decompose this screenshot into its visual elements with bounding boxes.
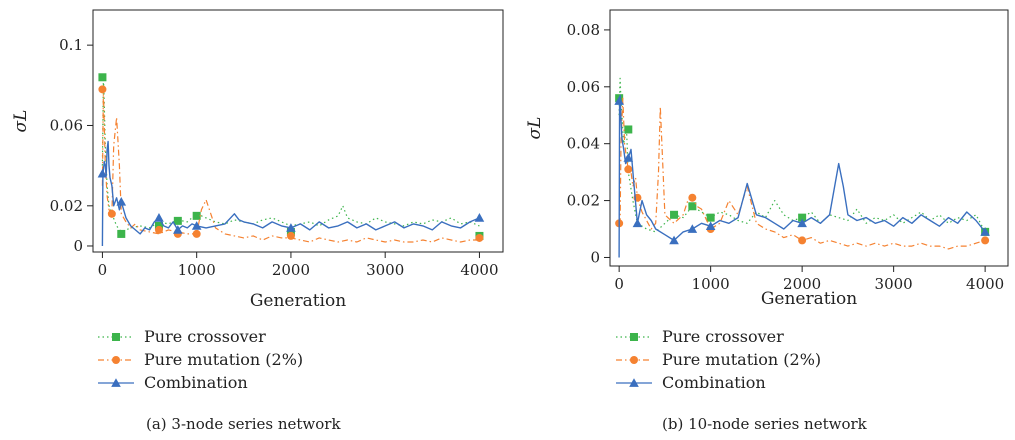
chart-a-legend-combination-label: Combination: [144, 373, 248, 392]
chart-a-series-combination-line: [101, 140, 480, 247]
chart-b-x-tick-label: 1000: [692, 275, 730, 293]
chart-a-x-axis-title: Generation: [250, 291, 346, 311]
chart-a-series-crossover-point: [154, 221, 163, 230]
chart-b-x-axis-title: Generation: [761, 289, 857, 309]
chart-b-10-node: 0 1000 2000 3000 4000 0 0.02 0.04 0.06 0.08 Gene…: [525, 9, 1009, 433]
chart-b-caption: (b) 10-node series network: [662, 415, 868, 433]
chart-a-series-combination-point: [286, 223, 296, 232]
chart-a-y-axis: 0 0.02 0.06 0.1: [50, 36, 93, 255]
chart-b-series-combination-point: [687, 224, 698, 233]
chart-b-legend-combination-marker: [629, 378, 639, 387]
chart-a-series-combination-point: [173, 225, 183, 234]
chart-a-series-mutation-point: [192, 229, 201, 238]
chart-b-y-axis-title: σL: [525, 117, 545, 140]
chart-a-series-crossover-point: [98, 73, 107, 82]
chart-a-series-mutation-point: [154, 225, 163, 234]
chart-b-y-tick-label: 0.06: [567, 78, 600, 96]
chart-a-series-combination-point: [97, 168, 108, 178]
chart-a-series-crossover-point: [117, 229, 126, 238]
chart-b-series-layer: [614, 77, 990, 258]
chart-b-y-tick-label: 0.02: [567, 192, 600, 210]
chart-b-legend-combination-label: Combination: [662, 373, 766, 392]
chart-b-plot-frame: [609, 9, 1009, 267]
chart-a-legend-mutation-label: Pure mutation (2%): [144, 350, 303, 369]
chart-a-x-tick-label: 4000: [460, 261, 498, 279]
chart-a-y-tick-label: 0.02: [50, 197, 83, 215]
chart-a-y-tick-label: 0: [73, 237, 83, 255]
chart-b-x-axis: 0 1000 2000 3000 4000: [614, 266, 1004, 293]
chart-b-x-tick-label: 2000: [783, 275, 821, 293]
chart-a-x-tick-label: 2000: [272, 261, 310, 279]
chart-a-series-crossover-line: [101, 74, 480, 233]
chart-b-legend-crossover-marker: [630, 333, 638, 341]
chart-a-y-axis-title: σL: [11, 110, 31, 133]
chart-a-legend-mutation-marker: [112, 356, 120, 364]
chart-b-series-mutation-point: [624, 165, 633, 174]
chart-b-series-crossover-point: [670, 210, 679, 219]
chart-a-series-mutation-line: [101, 88, 480, 243]
chart-a-plot-frame: [92, 9, 504, 253]
chart-a-legend: Pure crossover Pure mutation (2%) Combinat…: [98, 327, 303, 392]
chart-a-x-tick-label: 1000: [178, 261, 216, 279]
chart-a-x-axis: 0 1000 2000 3000 4000: [98, 252, 499, 279]
chart-b-series-combination-point: [632, 218, 643, 228]
chart-a-series-crossover-point: [173, 216, 182, 225]
chart-b-series-mutation-point: [798, 236, 807, 245]
chart-a-y-tick-label: 0.06: [50, 116, 83, 134]
chart-b-series-crossover-line: [618, 77, 986, 233]
chart-a-series-mutation-point: [107, 209, 116, 218]
chart-b-legend-mutation-marker: [630, 356, 638, 364]
chart-b-series-mutation-point: [981, 236, 990, 245]
chart-b-series-combination-line: [618, 94, 986, 258]
chart-a-series-crossover-point: [286, 227, 295, 236]
chart-a-series-mutation-point: [98, 85, 107, 94]
chart-b-x-tick-label: 0: [614, 275, 624, 293]
chart-b-series-combination-point: [669, 235, 679, 245]
chart-a-series-mutation-point: [475, 233, 484, 242]
chart-b-y-tick-label: 0.04: [567, 135, 600, 153]
chart-a-x-tick-label: 0: [98, 261, 108, 279]
chart-a-legend-crossover-label: Pure crossover: [144, 327, 266, 346]
chart-a-caption: (a) 3-node series network: [146, 415, 341, 433]
chart-b-series-combination-point: [705, 221, 716, 231]
chart-b-series-mutation-point: [688, 193, 697, 202]
chart-b-series-combination-point: [623, 153, 634, 162]
chart-b-y-tick-label: 0.08: [567, 21, 600, 39]
chart-a-series-combination-point: [154, 213, 164, 222]
chart-b-x-tick-label: 3000: [875, 275, 913, 293]
chart-b-y-tick-label: 0: [590, 248, 600, 266]
chart-b-series-crossover-point: [798, 213, 807, 222]
chart-a-x-tick-label: 3000: [366, 261, 404, 279]
chart-a-legend-crossover-marker: [112, 333, 120, 341]
chart-a-series-layer: [97, 73, 485, 247]
chart-a-series-combination-point: [191, 221, 202, 230]
chart-b-y-axis: 0 0.02 0.04 0.06 0.08: [567, 21, 610, 266]
chart-b-series-combination-point: [797, 218, 807, 228]
chart-a-series-mutation-point: [286, 231, 295, 240]
chart-b-series-crossover-point: [688, 202, 697, 211]
chart-b-legend-mutation-label: Pure mutation (2%): [662, 350, 821, 369]
chart-b-series-combination-point: [614, 96, 624, 105]
chart-a-series-combination-point: [116, 196, 127, 206]
chart-b-series-crossover-point: [706, 213, 715, 222]
chart-b-legend: Pure crossover Pure mutation (2%) Combinat…: [616, 327, 821, 392]
chart-a-y-tick-label: 0.1: [59, 36, 83, 54]
chart-b-x-tick-label: 4000: [966, 275, 1004, 293]
chart-b-legend-crossover-label: Pure crossover: [662, 327, 784, 346]
chart-a-series-combination-point: [474, 213, 485, 222]
chart-a-3-node: 0 1000 2000 3000 4000 0 0.02 0.06 0.1 Generatio…: [11, 9, 504, 433]
chart-b-series-combination-point: [980, 227, 990, 236]
chart-a-legend-combination-marker: [111, 378, 121, 387]
chart-a-series-crossover-point: [192, 211, 201, 220]
chart-b-series-mutation-line: [619, 97, 986, 250]
chart-b-series-crossover-point: [624, 125, 633, 134]
